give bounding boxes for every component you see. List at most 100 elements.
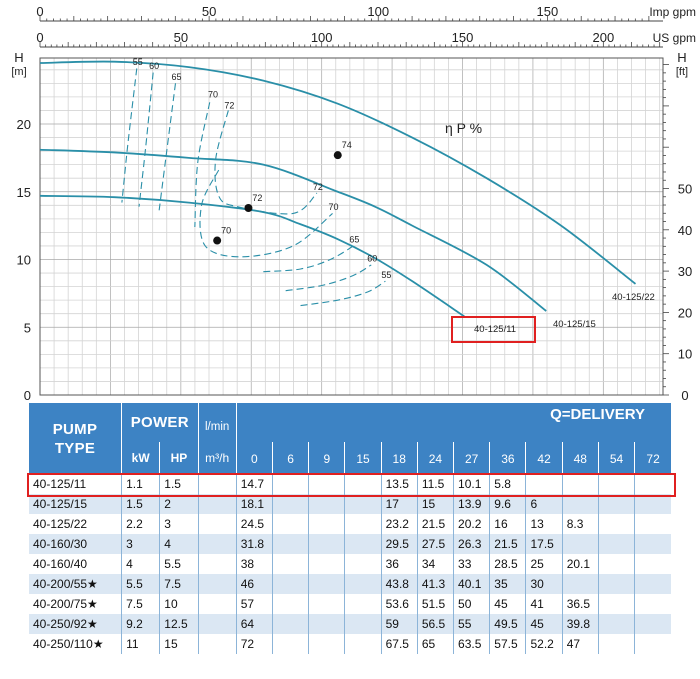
head-value-cell: [272, 594, 310, 614]
head-value-cell: [308, 614, 346, 634]
flow-column-header: 1509: [308, 442, 346, 474]
us-gpm-tick-label: 150: [452, 30, 474, 45]
kw-cell: 5.5: [121, 574, 161, 594]
iso-efficiency-label: 60: [367, 254, 377, 264]
head-value-cell: 38: [236, 554, 273, 574]
m3h-value: 54: [609, 451, 624, 466]
kw-cell: 3: [121, 534, 161, 554]
m3h-value: 36: [501, 451, 515, 466]
lmin-value: 1200: [635, 442, 671, 448]
kw-cell: 9.2: [121, 614, 161, 634]
head-value-cell: [198, 494, 237, 514]
head-value-cell: 39.8: [562, 614, 599, 634]
head-value-cell: [525, 474, 563, 494]
head-value-cell: [634, 634, 671, 654]
flow-column-header: 900 54: [598, 442, 636, 474]
head-value-cell: 17.5: [525, 534, 563, 554]
hp-cell: 4: [159, 534, 199, 554]
head-value-cell: [198, 574, 237, 594]
us-gpm-tick-label: 0: [36, 30, 43, 45]
iso-eff-left: [194, 102, 211, 228]
head-value-cell: 63.5: [453, 634, 491, 654]
curve-40-125-11: [39, 194, 465, 318]
head-value-cell: 13.9: [453, 494, 491, 514]
efficiency-point: [244, 204, 253, 213]
lmin-value: 800: [563, 442, 598, 448]
table-row: 40-160/40 4 5.5 38 36 34 33 28.5 25 20.1: [29, 554, 671, 574]
imp-gpm-tick-label: 0: [36, 4, 43, 19]
hp-cell: 3: [159, 514, 199, 534]
iso-eff-left: [138, 72, 154, 207]
head-value-cell: 53.6: [381, 594, 418, 614]
m3h-value: 6: [287, 451, 294, 466]
flow-column-header: 250 15: [344, 442, 382, 474]
left-tick-label: 10: [17, 253, 31, 268]
head-value-cell: 8.3: [562, 514, 599, 534]
iso-eff-70: [199, 169, 333, 258]
head-value-cell: 52.2: [525, 634, 563, 654]
head-value-cell: 18.1: [236, 494, 273, 514]
lmin-value: 400: [418, 442, 453, 448]
head-value-cell: 35: [489, 574, 527, 594]
chart-labels: 74 72 70 55 60 65 70 72 72 70 65 60 55 η P % 40-125/22…: [133, 57, 655, 335]
head-value-cell: [598, 594, 636, 614]
m3h-value: 24: [428, 451, 443, 466]
imp-gpm-axis-label: Imp gpm: [649, 5, 696, 19]
lmin-unit-header: l/min: [198, 403, 237, 442]
performance-table: PUMP TYPE POWER l/min Q=DELIVERY kW HP m…: [29, 403, 671, 654]
head-value-cell: 28.5: [489, 554, 527, 574]
right-tick-label: 30: [678, 264, 692, 279]
head-value-cell: [598, 614, 636, 634]
delivery-header: Q=DELIVERY: [236, 403, 671, 442]
kw-cell: 4: [121, 554, 161, 574]
head-value-cell: [308, 514, 346, 534]
head-value-cell: [598, 634, 636, 654]
flow-column-header: 450 27: [453, 442, 491, 474]
head-value-cell: [344, 514, 382, 534]
head-value-cell: [308, 574, 346, 594]
right-axis-unit: [ft]: [676, 66, 688, 78]
table-row: 40-200/55★ 5.5 7.5 46 43.8 41.3 40.1 35 30: [29, 574, 671, 594]
head-value-cell: [634, 574, 671, 594]
head-value-cell: 6: [525, 494, 563, 514]
lmin-value: 600: [490, 442, 525, 448]
head-value-cell: [344, 554, 382, 574]
head-value-cell: [344, 494, 382, 514]
head-value-cell: 40.1: [453, 574, 491, 594]
head-value-cell: 9.6: [489, 494, 527, 514]
flow-column-header: 100 6: [272, 442, 310, 474]
pump-type-cell: 40-200/55★: [29, 574, 123, 594]
efficiency-point-label: 74: [342, 140, 352, 150]
left-tick-label: 5: [24, 320, 31, 335]
head-value-cell: 45: [489, 594, 527, 614]
right-axis-label: H: [677, 50, 686, 65]
header-units-row: kW HP m³/h 00100615092501530018400244502…: [29, 442, 671, 474]
imp-gpm-tick-label: 150: [537, 4, 559, 19]
flow-column-header: 800 48: [562, 442, 599, 474]
head-value-cell: [198, 554, 237, 574]
curve-40-125-22: [39, 60, 637, 285]
left-axis-unit: [m]: [11, 66, 26, 78]
head-value-cell: [198, 634, 237, 654]
head-value-cell: [344, 534, 382, 554]
head-value-cell: [562, 474, 599, 494]
hp-cell: 7.5: [159, 574, 199, 594]
head-value-cell: [272, 534, 310, 554]
table-row: 40-200/75★ 7.5 10 57 53.6 51.5 50 45 41 36.5: [29, 594, 671, 614]
iso-efficiency-label: 65: [349, 235, 359, 245]
efficiency-symbol-label: η P %: [445, 120, 482, 136]
pump-type-cell: 40-160/30: [29, 534, 123, 554]
head-value-cell: 49.5: [489, 614, 527, 634]
kw-cell: 7.5: [121, 594, 161, 614]
right-tick-label: 50: [678, 182, 692, 197]
head-value-cell: 13: [525, 514, 563, 534]
head-value-cell: [308, 554, 346, 574]
head-value-cell: [308, 634, 346, 654]
plot-area: [40, 58, 663, 395]
power-header: POWER: [121, 403, 199, 442]
iso-efficiency-label: 72: [313, 182, 323, 192]
head-value-cell: [598, 554, 636, 574]
pump-type-cell: 40-250/110★: [29, 634, 123, 654]
head-value-cell: [308, 474, 346, 494]
